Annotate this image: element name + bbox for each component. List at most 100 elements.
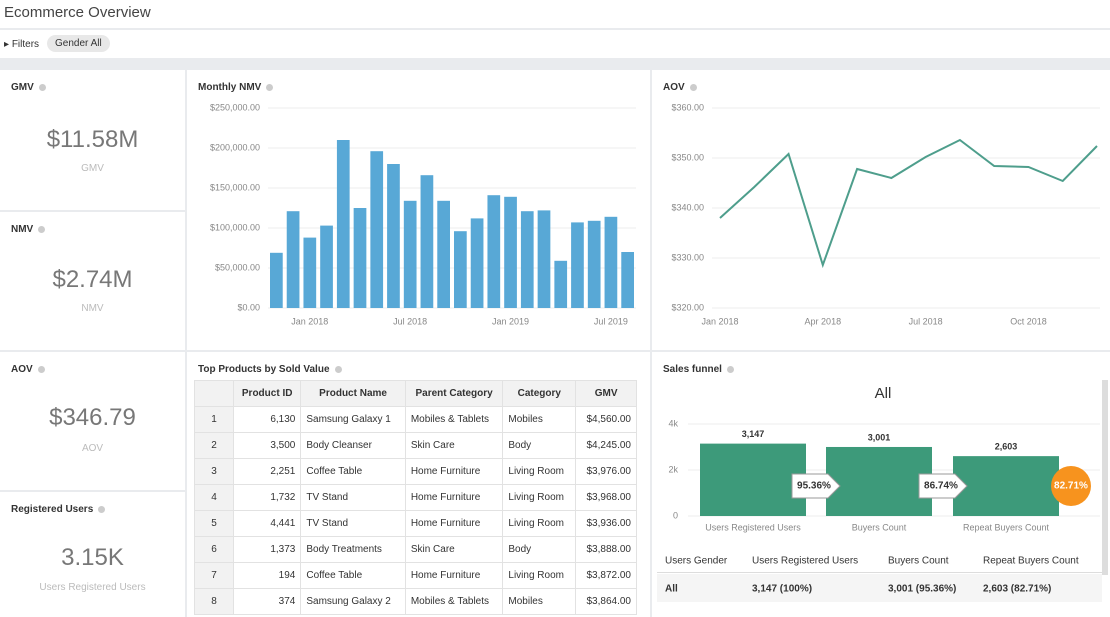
filters-label: Filters [11, 39, 40, 50]
table-cell: 3 [194, 458, 234, 485]
conversion-arrow [791, 473, 841, 499]
bar [587, 220, 601, 308]
bar [454, 231, 467, 308]
kpi-title: AOV [11, 364, 33, 375]
table-cell: 1 [194, 406, 234, 433]
table-cell: Mobiles & Tablets [404, 406, 504, 433]
kpi-panel: NMV $2.74M NMV [0, 212, 185, 350]
x-tick-label: Repeat Buyers Count [963, 522, 1050, 532]
table-cell: $3,888.00 [575, 536, 637, 563]
bar [353, 208, 367, 308]
bar [420, 175, 434, 308]
table-row: 1 6,130 Samsung Galaxy 1 Mobiles & Tablets M… [194, 406, 637, 433]
y-tick-label: 4k [668, 418, 678, 428]
kpi-panel: AOV $346.79 AOV [0, 352, 185, 490]
funnel-table-header: Users Registered Users [752, 556, 858, 567]
y-tick-label: $360.00 [671, 102, 704, 112]
y-tick-label: $200,000.00 [210, 142, 260, 152]
funnel-table-cell: 3,147 (100%) [752, 584, 812, 595]
table-cell: Skin Care [404, 536, 504, 563]
kpi-value: $11.58M [46, 126, 139, 153]
kpi-title: Registered Users [11, 504, 94, 515]
bar [621, 252, 634, 308]
kpi-caption: Users Registered Users [39, 582, 146, 593]
kpi-caption: GMV [81, 163, 104, 174]
table-cell: 374 [232, 588, 302, 615]
filters-toggle[interactable]: ▸ Filters [4, 39, 40, 50]
x-tick-label: Apr 2018 [805, 316, 842, 326]
divider [657, 572, 1102, 573]
kpi-value: $346.79 [49, 404, 136, 431]
header-bar: Ecommerce Overview [0, 0, 1110, 28]
table-cell: Mobiles & Tablets [404, 588, 504, 615]
funnel-table-header: Buyers Count [888, 556, 949, 567]
table-cell: 5 [194, 510, 234, 537]
table-cell: Coffee Table [300, 562, 406, 589]
bar [537, 210, 551, 308]
scrollbar[interactable] [1102, 380, 1108, 575]
table-cell: Home Furniture [404, 458, 504, 485]
y-tick-label: 0 [673, 510, 678, 520]
value-label: 3,147 [742, 429, 765, 439]
table-row: 4 1,732 TV Stand Home Furniture Living Room $… [194, 484, 637, 511]
line-series [719, 138, 1098, 269]
table-cell: Home Furniture [404, 562, 504, 589]
funnel-bar [826, 446, 932, 516]
filter-chip[interactable]: Gender All [47, 35, 110, 52]
table-cell: Home Furniture [404, 484, 504, 511]
kpi-caption: NMV [81, 303, 104, 314]
conversion-badge [1051, 466, 1091, 506]
table-panel: Top Products by Sold Value Product ID Pro… [187, 352, 650, 617]
table-cell: Living Room [502, 562, 577, 589]
table-cell: 4,441 [232, 510, 302, 537]
chart-subtitle: All [875, 385, 892, 402]
bar [270, 252, 283, 308]
y-tick-label: 2k [668, 464, 678, 474]
table-cell: 7 [194, 562, 234, 589]
table-cell: Body Cleanser [300, 432, 406, 459]
y-tick-label: $100,000.00 [210, 222, 260, 232]
conversion-label: 86.74% [924, 481, 958, 492]
header-cell: GMV [575, 380, 637, 407]
table-cell: 6,130 [232, 406, 302, 433]
y-tick-label: $50,000.00 [215, 262, 260, 272]
header-cell: Parent Category [404, 380, 504, 407]
y-tick-label: $320.00 [671, 302, 704, 312]
bar [554, 260, 568, 308]
bar [520, 211, 534, 308]
bar [336, 140, 350, 308]
value-label: 3,001 [868, 432, 891, 442]
funnel-table-header: Repeat Buyers Count [983, 556, 1079, 567]
table-cell: Mobiles [502, 588, 577, 615]
bar [320, 225, 333, 308]
table-row: 3 2,251 Coffee Table Home Furniture Living R… [194, 458, 637, 485]
header-cell [194, 380, 234, 407]
funnel-bar [700, 443, 806, 516]
conversion-label: 82.71% [1054, 481, 1088, 492]
table-cell: Samsung Galaxy 2 [300, 588, 406, 615]
table-cell: Living Room [502, 510, 577, 537]
x-tick-label: Jan 2018 [291, 316, 328, 326]
bar [403, 200, 417, 308]
kpi-value: 3.15K [61, 544, 124, 571]
chart-title: Sales funnel [663, 364, 722, 375]
x-tick-label: Buyers Count [852, 522, 907, 532]
x-tick-label: Jan 2019 [492, 316, 529, 326]
x-tick-label: Oct 2018 [1010, 316, 1047, 326]
x-tick-label: Users Registered Users [705, 522, 801, 532]
table-cell: Mobiles [502, 406, 577, 433]
value-label: 2,603 [995, 442, 1018, 452]
kpi-panel: GMV $11.58M GMV [0, 70, 185, 210]
bar [286, 211, 300, 308]
bar [370, 151, 384, 308]
product-table: Product ID Product Name Parent Category Cat… [194, 380, 637, 615]
y-tick-label: $150,000.00 [210, 182, 260, 192]
page-title: Ecommerce Overview [4, 4, 151, 21]
table-cell: $3,968.00 [575, 484, 637, 511]
funnel-table-cell: 3,001 (95.36%) [888, 584, 956, 595]
table-row: 5 4,441 TV Stand Home Furniture Living Room $… [194, 510, 637, 537]
table-row: 6 1,373 Body Treatments Skin Care Body $3,888… [194, 536, 637, 563]
funnel-bar [953, 456, 1059, 516]
table-cell: Home Furniture [404, 510, 504, 537]
